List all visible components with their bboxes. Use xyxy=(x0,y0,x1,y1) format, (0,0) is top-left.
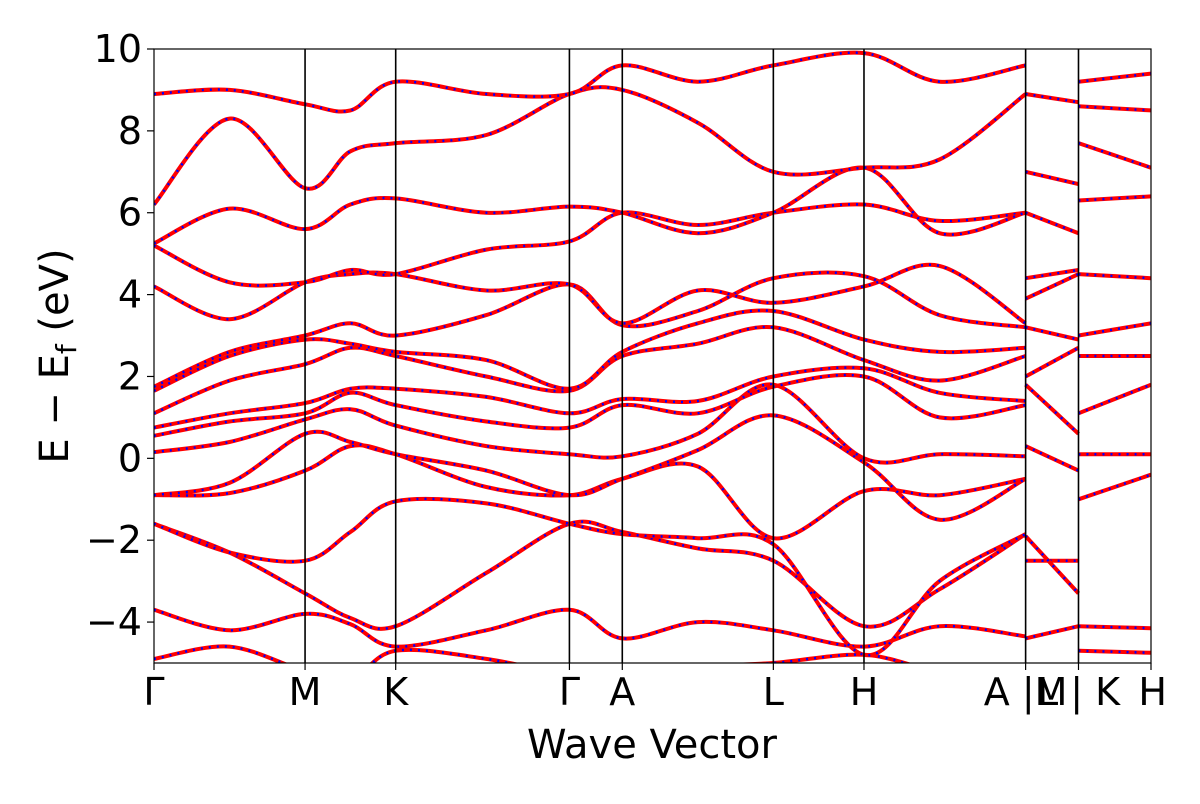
x-tick-label-7: A |M xyxy=(984,670,1068,715)
y-tick-label-3: 2 xyxy=(118,354,142,398)
band-line-25 xyxy=(1025,268,1079,281)
band-line-dashed-5 xyxy=(154,414,1027,521)
band-line-dashed-12 xyxy=(154,263,1027,325)
band-line-dashed-19 xyxy=(1024,535,1080,595)
band-line-35 xyxy=(1078,321,1151,338)
x-tick-label-3: Γ xyxy=(559,670,580,714)
x-tick-label-2: K xyxy=(383,670,409,714)
y-tick-label-7: 10 xyxy=(94,27,142,71)
band-line-17 xyxy=(1025,624,1079,641)
y-tick-label-0: −4 xyxy=(86,600,142,644)
band-line-5 xyxy=(154,413,1027,522)
band-line-23 xyxy=(1025,325,1079,342)
x-tick-label-9: H xyxy=(1138,670,1167,714)
bands-layer xyxy=(154,50,1151,663)
x-tick-label-1: M xyxy=(289,670,322,714)
x-axis-label: Wave Vector xyxy=(527,722,778,768)
band-line-dashed-22 xyxy=(1025,346,1080,378)
band-line-37 xyxy=(1078,194,1151,203)
band-line-29 xyxy=(1078,624,1151,631)
y-ticks-layer: −4 −2 0 2 4 6 8 10 xyxy=(86,27,154,644)
band-line-26 xyxy=(1024,210,1080,236)
band-line-40 xyxy=(1078,71,1151,84)
y-axis-label-subscript: f xyxy=(50,343,83,354)
band-line-1 xyxy=(154,607,1026,649)
band-line-16 xyxy=(154,50,1026,114)
band-line-28 xyxy=(1025,92,1079,105)
y-axis-label-unit: (eV) xyxy=(32,248,78,344)
y-axis-label: E − Ef (eV) xyxy=(32,248,83,463)
band-line-dashed-6 xyxy=(154,383,1026,464)
band-line-21 xyxy=(1024,383,1080,436)
plot-frame xyxy=(153,48,1152,664)
y-tick-label-2: 0 xyxy=(118,436,142,480)
x-tick-label-8: L | K xyxy=(1037,670,1121,715)
band-line-27 xyxy=(1025,169,1079,187)
y-tick-label-1: −2 xyxy=(86,518,142,562)
band-line-6 xyxy=(154,382,1026,465)
band-line-24 xyxy=(1024,272,1080,301)
band-line-39 xyxy=(1078,104,1151,113)
band-line-dashed-2 xyxy=(154,520,1027,631)
band-line-15 xyxy=(154,85,1027,206)
band-line-2 xyxy=(154,519,1027,631)
kpoint-lines-layer xyxy=(304,49,1080,663)
y-axis-label-main: E − E xyxy=(32,354,78,464)
band-line-19 xyxy=(1024,534,1080,595)
band-line-31 xyxy=(1077,472,1151,502)
y-tick-label-6: 8 xyxy=(118,109,142,153)
band-line-36 xyxy=(1078,272,1151,281)
x-tick-label-0: Γ xyxy=(143,670,164,714)
x-tick-label-5: L xyxy=(763,670,784,714)
band-line-dashed-33 xyxy=(1078,383,1151,415)
x-tick-label-6: H xyxy=(850,670,879,714)
x-tick-label-4: A xyxy=(609,670,635,714)
y-tick-label-4: 4 xyxy=(118,273,142,317)
band-line-38 xyxy=(1077,141,1151,170)
band-line-20 xyxy=(1024,444,1080,473)
band-line-dashed-15 xyxy=(154,85,1027,206)
y-tick-label-5: 6 xyxy=(118,191,142,235)
band-line-30 xyxy=(1078,648,1151,655)
